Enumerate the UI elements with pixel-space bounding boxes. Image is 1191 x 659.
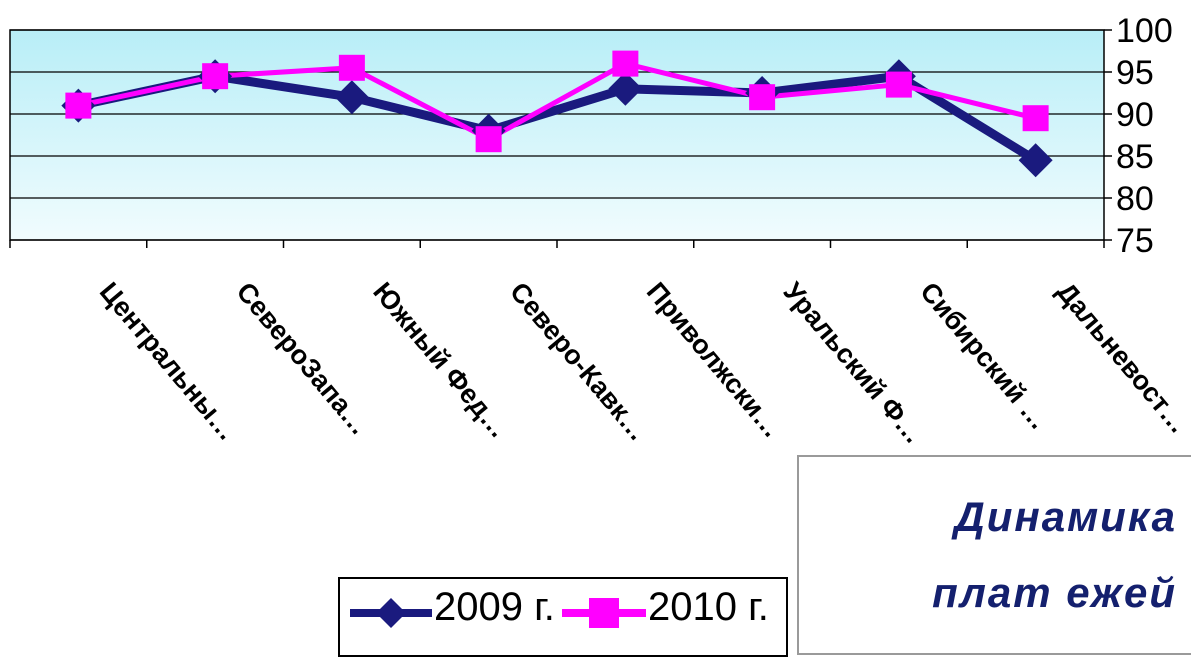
square-marker: [1022, 105, 1049, 132]
diamond-marker: [608, 71, 643, 106]
category-label: Центральны…: [94, 277, 243, 447]
y-tick-label: 90: [1116, 96, 1154, 134]
diamond-marker: [334, 80, 369, 115]
y-tick-label: 95: [1116, 54, 1154, 92]
category-label: Южный Фед…: [367, 277, 514, 444]
legend-swatches: [350, 598, 646, 628]
line-chart: 75 80 85 90 95 100 Центральны…СевероЗапа…Южны…: [9, 12, 1191, 450]
category-label: Дальневост…: [1051, 277, 1191, 439]
square-marker: [338, 54, 365, 81]
square-marker: [202, 63, 229, 90]
title-panel: Динамика плат ежей: [797, 455, 1191, 655]
y-tick-label: 85: [1116, 138, 1154, 176]
square-marker: [885, 71, 912, 98]
legend-label-2009: 2009 г.: [434, 585, 555, 629]
category-label: СевероЗапа…: [231, 277, 375, 441]
square-marker: [749, 84, 776, 111]
legend: 2009 г. 2010 г.: [338, 577, 788, 657]
y-tick-label: 100: [1116, 12, 1173, 50]
legend-label-2010: 2010 г.: [648, 585, 769, 629]
legend-diamond-marker: [376, 598, 406, 628]
square-marker: [612, 50, 639, 77]
square-marker: [65, 92, 92, 119]
y-tick-label: 80: [1116, 180, 1154, 218]
square-marker: [475, 126, 502, 153]
y-tick-label: 75: [1116, 222, 1154, 260]
diamond-marker: [1018, 143, 1053, 178]
legend-square-marker: [589, 598, 619, 628]
title-line-2: плат ежей: [932, 569, 1177, 616]
category-label: Северо-Кавк…: [504, 277, 653, 447]
series-line-0: [77, 71, 1038, 165]
category-label: Сибирский …: [914, 277, 1054, 436]
plot-area: [9, 29, 1105, 241]
series-line-1: [77, 61, 1037, 142]
title-line-1: Динамика: [954, 493, 1177, 540]
category-label: Приволжски…: [641, 277, 788, 444]
category-label: Уральский Ф…: [778, 277, 930, 450]
